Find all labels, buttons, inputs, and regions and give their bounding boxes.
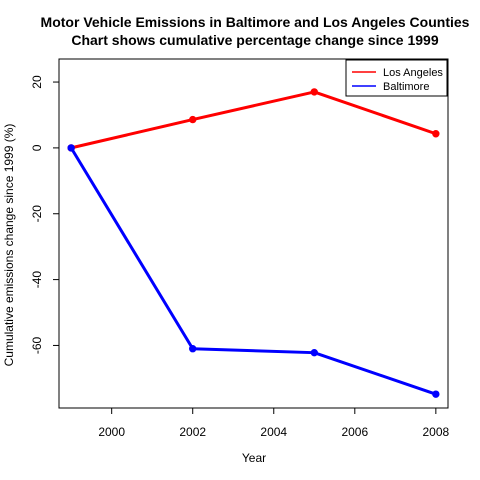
x-tick-label: 2002 bbox=[179, 425, 206, 439]
chart-title: Motor Vehicle Emissions in Baltimore and… bbox=[41, 14, 470, 30]
x-axis-label: Year bbox=[242, 451, 266, 465]
x-tick-label: 2006 bbox=[341, 425, 368, 439]
legend-label-baltimore: Baltimore bbox=[383, 81, 429, 93]
legend-box bbox=[345, 59, 448, 97]
legend: Los Angeles Baltimore bbox=[345, 59, 448, 97]
x-tick-label: 2000 bbox=[98, 425, 125, 439]
chart-subtitle: Chart shows cumulative percentage change… bbox=[71, 32, 438, 48]
data-point-baltimore bbox=[432, 390, 440, 398]
plot-frame bbox=[58, 58, 449, 409]
series-line-los-angeles bbox=[70, 90, 437, 150]
data-point-los-angeles bbox=[310, 88, 318, 96]
data-point-baltimore bbox=[189, 345, 197, 353]
y-tick-label: -40 bbox=[30, 271, 44, 289]
legend-label-los-angeles: Los Angeles bbox=[383, 67, 443, 79]
y-tick-label: 20 bbox=[30, 75, 44, 89]
data-point-los-angeles bbox=[432, 130, 440, 138]
y-tick-label: -20 bbox=[30, 205, 44, 223]
x-tick-label: 2004 bbox=[260, 425, 287, 439]
y-tick-label: -60 bbox=[30, 336, 44, 354]
x-tick-label: 2008 bbox=[422, 425, 449, 439]
data-point-baltimore bbox=[67, 144, 75, 152]
plot-area: 2000 2002 2004 2006 2008 -60 -40 -20 0 20 Los Ange… bbox=[30, 58, 450, 439]
data-point-los-angeles bbox=[189, 115, 197, 124]
y-tick-label: 0 bbox=[30, 144, 44, 151]
y-axis-label: Cumulative emissions change since 1999 (… bbox=[2, 124, 16, 367]
data-point-baltimore bbox=[310, 348, 318, 357]
series-line-baltimore bbox=[69, 147, 437, 396]
